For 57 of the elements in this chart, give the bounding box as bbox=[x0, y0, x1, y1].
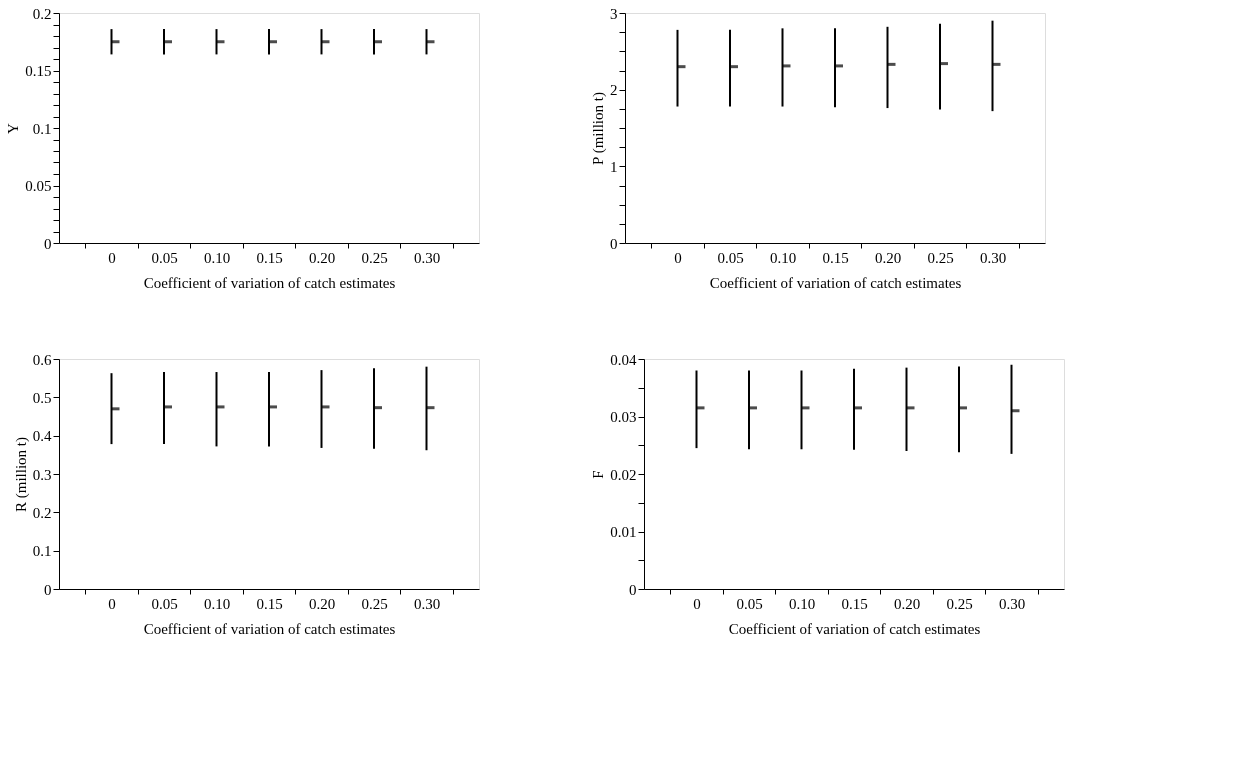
y-tick-label: 0.6 bbox=[32, 351, 52, 368]
x-tick-label: 0 bbox=[693, 595, 701, 612]
y-tick-label: 0 bbox=[44, 581, 52, 598]
x-tick-label: 0.25 bbox=[361, 249, 388, 266]
x-axis-title: Coefficient of variation of catch estimates bbox=[709, 274, 962, 291]
y-tick-label: 0.03 bbox=[610, 409, 637, 425]
x-tick-label: 0.20 bbox=[874, 249, 902, 266]
x-tick-label: 0.05 bbox=[151, 595, 178, 612]
x-tick-label: 0.20 bbox=[308, 249, 336, 266]
y-axis-title: Y bbox=[5, 122, 22, 134]
x-tick-label: 0.20 bbox=[308, 595, 336, 612]
y-tick-label: 0.3 bbox=[32, 466, 52, 483]
x-tick-label: 0.25 bbox=[946, 595, 973, 612]
x-tick-label: 0.15 bbox=[841, 595, 868, 612]
y-tick-label: 0.2 bbox=[32, 504, 52, 521]
y-tick-label: 0.04 bbox=[610, 351, 637, 368]
x-tick-label: 0.15 bbox=[256, 595, 283, 612]
y-tick-label: 0.2 bbox=[32, 5, 52, 22]
y-tick-label: 0.01 bbox=[610, 524, 637, 540]
x-tick-label: 0.10 bbox=[203, 595, 231, 612]
x-axis-title: Coefficient of variation of catch estimates bbox=[728, 620, 981, 637]
x-tick-label: 0.15 bbox=[822, 249, 849, 266]
x-axis-title: Coefficient of variation of catch estimates bbox=[143, 620, 396, 637]
x-tick-label: 0.05 bbox=[151, 249, 178, 266]
x-tick-label: 0.20 bbox=[893, 595, 921, 612]
y-tick-label: 1 bbox=[610, 158, 618, 175]
y-tick-label: 0.05 bbox=[25, 178, 52, 194]
x-tick-label: 0.05 bbox=[736, 595, 763, 612]
x-tick-label: 0.30 bbox=[413, 249, 441, 266]
x-tick-label: 0 bbox=[108, 595, 116, 612]
x-tick-label: 0.15 bbox=[256, 249, 283, 266]
y-axis-title: P (million t) bbox=[590, 92, 607, 165]
y-axis-title: F bbox=[590, 470, 607, 479]
x-tick-label: 0.25 bbox=[927, 249, 954, 266]
x-tick-label: 0.10 bbox=[769, 249, 797, 266]
x-tick-label: 0.30 bbox=[998, 595, 1026, 612]
y-tick-label: 0.15 bbox=[25, 63, 52, 79]
y-tick-label: 3 bbox=[610, 5, 618, 22]
y-tick-label: 0.1 bbox=[32, 543, 52, 560]
y-tick-label: 0 bbox=[610, 235, 618, 252]
y-tick-label: 0 bbox=[629, 581, 637, 598]
y-tick-label: 0.1 bbox=[32, 120, 52, 137]
x-tick-label: 0.10 bbox=[788, 595, 816, 612]
y-axis-title: R (million t) bbox=[12, 437, 30, 512]
y-tick-label: 2 bbox=[610, 82, 618, 99]
y-tick-label: 0.4 bbox=[32, 428, 52, 445]
x-tick-label: 0.05 bbox=[717, 249, 744, 266]
y-tick-label: 0 bbox=[44, 235, 52, 252]
x-tick-label: 0.30 bbox=[979, 249, 1007, 266]
x-tick-label: 0.30 bbox=[413, 595, 441, 612]
x-tick-label: 0 bbox=[108, 249, 116, 266]
x-tick-label: 0.10 bbox=[203, 249, 231, 266]
x-tick-label: 0.25 bbox=[361, 595, 388, 612]
y-tick-label: 0.02 bbox=[610, 466, 637, 483]
x-tick-label: 0 bbox=[674, 249, 682, 266]
y-tick-label: 0.5 bbox=[32, 389, 52, 406]
x-axis-title: Coefficient of variation of catch estimates bbox=[143, 274, 396, 291]
